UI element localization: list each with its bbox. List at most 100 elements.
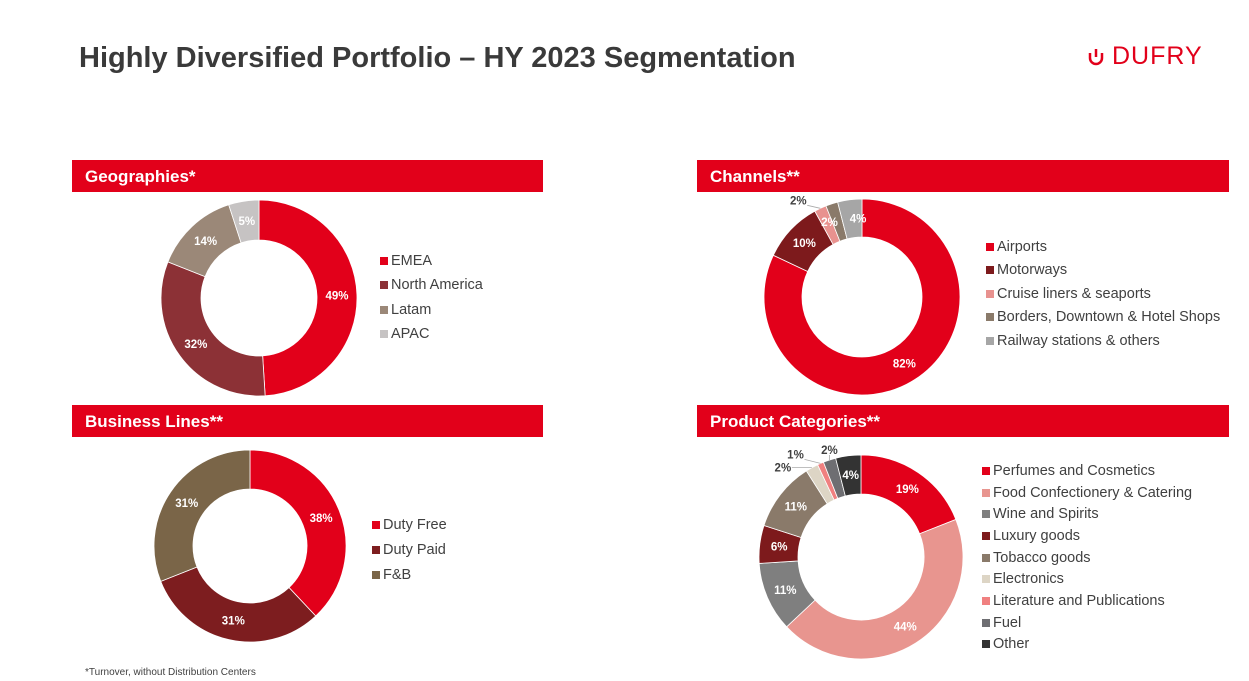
- data-label: 2%: [775, 463, 792, 475]
- leader-line: [804, 459, 821, 464]
- legend-swatch: [372, 570, 380, 579]
- legend-swatch: [982, 553, 990, 562]
- page-title: Highly Diversified Portfolio – HY 2023 S…: [79, 42, 796, 74]
- legend-swatch: [986, 289, 994, 298]
- legend-swatch: [986, 336, 994, 345]
- data-label: 2%: [821, 217, 838, 229]
- donut-slice-8: [835, 454, 862, 497]
- donut-slice-0: [763, 198, 961, 396]
- legend-item: North America: [380, 273, 483, 297]
- legend-swatch: [986, 242, 994, 251]
- data-label: 4%: [850, 214, 867, 226]
- data-label: 31%: [222, 616, 245, 628]
- legend-label: Airports: [997, 238, 1047, 255]
- donut-slice-0: [258, 199, 358, 397]
- donut-slice-3: [228, 199, 260, 244]
- data-label: 19%: [896, 484, 919, 496]
- data-label: 38%: [310, 513, 333, 525]
- legend-item: Electronics: [982, 568, 1192, 590]
- legend-item: Motorways: [986, 259, 1220, 283]
- legend-label: North America: [391, 277, 483, 294]
- legend-item: Literature and Publications: [982, 590, 1192, 612]
- channels-donut: 82% 10% 2% 2% 4%: [763, 195, 961, 396]
- footnote: *Turnover, without Distribution Centers: [85, 667, 256, 678]
- product-categories-legend: Perfumes and Cosmetics Food Confectionery…: [982, 460, 1192, 655]
- geographies-legend: EMEA North America Latam APAC: [380, 249, 483, 346]
- legend-item: Other: [982, 634, 1192, 656]
- legend-item: Perfumes and Cosmetics: [982, 460, 1192, 482]
- legend-swatch: [380, 305, 388, 314]
- data-label: 44%: [894, 622, 917, 634]
- legend-swatch: [982, 488, 990, 497]
- business-lines-legend: Duty Free Duty Paid F&B: [372, 512, 447, 587]
- legend-label: Wine and Spirits: [993, 506, 1099, 523]
- data-label: 6%: [771, 542, 788, 554]
- legend-item: Wine and Spirits: [982, 503, 1192, 525]
- data-label: 32%: [184, 339, 207, 351]
- legend-item: Airports: [986, 235, 1220, 259]
- legend-label: Duty Paid: [383, 541, 446, 558]
- legend-swatch: [982, 466, 990, 475]
- data-label: 4%: [842, 470, 859, 482]
- legend-label: APAC: [391, 326, 430, 343]
- data-label: 31%: [175, 498, 198, 510]
- legend-label: Borders, Downtown & Hotel Shops: [997, 309, 1221, 326]
- legend-label: Fuel: [993, 614, 1022, 631]
- channels-header: Channels**: [697, 160, 1229, 192]
- legend-swatch: [380, 257, 388, 266]
- channels-legend: Airports Motorways Cruise liners & seaport…: [986, 235, 1220, 353]
- legend-label: Duty Free: [383, 516, 447, 533]
- legend-label: Railway stations & others: [997, 332, 1160, 349]
- legend-item: Luxury goods: [982, 525, 1192, 547]
- legend-item: Borders, Downtown & Hotel Shops: [986, 306, 1220, 330]
- legend-item: Tobacco goods: [982, 547, 1192, 569]
- dufry-logo-icon: [1088, 48, 1104, 65]
- data-label: 82%: [893, 359, 916, 371]
- dufry-logo: DUFRY: [1088, 42, 1203, 71]
- legend-swatch: [986, 313, 994, 322]
- legend-label: Cruise liners & seaports: [997, 285, 1151, 302]
- geographies-donut: 49% 32% 14% 5%: [160, 199, 358, 397]
- legend-item: Food Confectionery & Catering: [982, 482, 1192, 504]
- geographies-header: Geographies*: [72, 160, 543, 192]
- data-label: 10%: [793, 238, 816, 250]
- legend-swatch: [982, 575, 990, 584]
- legend-swatch: [380, 281, 388, 290]
- donut-slice-4: [837, 198, 863, 240]
- legend-label: Food Confectionery & Catering: [993, 484, 1193, 501]
- data-label: 49%: [325, 291, 348, 303]
- legend-swatch: [982, 618, 990, 627]
- donut-slice-1: [160, 566, 317, 643]
- legend-item: EMEA: [380, 249, 483, 273]
- legend-item: Latam: [380, 298, 483, 322]
- leader-line: [807, 204, 821, 209]
- legend-swatch: [982, 596, 990, 605]
- donut-slice-1: [786, 518, 964, 660]
- data-label: 14%: [194, 236, 217, 248]
- data-label: 1%: [787, 449, 804, 461]
- legend-label: Latam: [391, 301, 432, 318]
- legend-swatch: [380, 330, 388, 339]
- legend-label: Luxury goods: [993, 527, 1081, 544]
- legend-swatch: [372, 520, 380, 529]
- legend-label: EMEA: [391, 253, 433, 270]
- legend-label: Perfumes and Cosmetics: [993, 462, 1155, 479]
- legend-label: Literature and Publications: [993, 592, 1165, 609]
- business-lines-header: Business Lines**: [72, 405, 543, 437]
- legend-label: F&B: [383, 566, 412, 583]
- legend-swatch: [982, 531, 990, 540]
- legend-swatch: [982, 640, 990, 649]
- data-label: 2%: [821, 445, 838, 457]
- legend-item: Duty Paid: [372, 537, 447, 562]
- data-label: 11%: [785, 501, 807, 513]
- legend-label: Tobacco goods: [993, 549, 1091, 566]
- data-label: 5%: [238, 216, 255, 228]
- legend-item: Fuel: [982, 612, 1192, 634]
- legend-item: Railway stations & others: [986, 329, 1220, 353]
- legend-swatch: [982, 510, 990, 519]
- business-lines-donut: 38% 31% 31%: [153, 449, 347, 643]
- product-categories-header: Product Categories**: [697, 405, 1229, 437]
- data-label: 11%: [774, 585, 796, 597]
- data-label: 2%: [790, 195, 807, 207]
- product-categories-donut: 19% 44% 11% 6% 11% 2% 1% 2% 4%: [758, 445, 964, 660]
